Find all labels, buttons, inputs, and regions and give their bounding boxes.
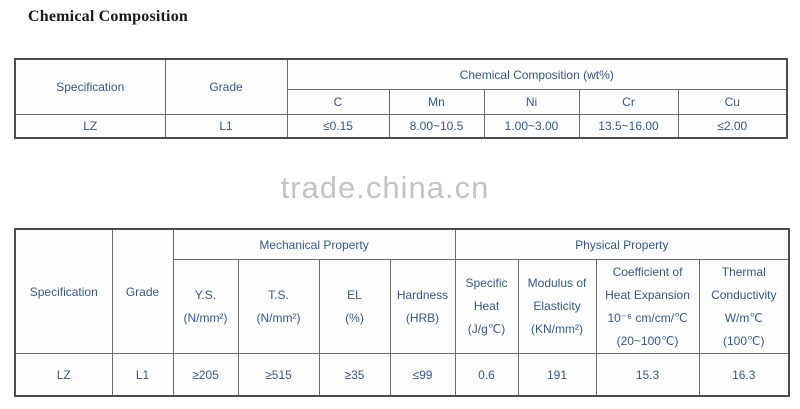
t1-col-header-c: C <box>286 89 390 115</box>
t1-data-row: LZ L1 ≤0.15 8.00~10.5 1.00~3.00 13.5~16.… <box>14 114 788 139</box>
t1-value-cr: 13.5~16.00 <box>578 114 679 139</box>
t1-value-cu: ≤2.00 <box>677 114 788 139</box>
t2-value-thermal-conductivity: 16.3 <box>698 353 790 397</box>
page-title: Chemical Composition <box>28 8 188 25</box>
t2-value-ys: ≥205 <box>172 353 239 397</box>
t2-col-header-el-line: EL <box>347 287 362 302</box>
t2-spec-value: LZ <box>14 353 113 397</box>
t2-physical-group-header: Physical Property <box>454 228 790 260</box>
t2-col-header-heat-expansion-line2: Heat Expansion <box>605 287 690 302</box>
t2-col-header-ts-unit: (N/mm²) <box>256 310 301 325</box>
t1-grade-value: L1 <box>164 114 288 139</box>
t2-col-header-el-unit: (%) <box>345 310 364 325</box>
t2-col-header-thermal-conductivity-unit: (100℃) <box>723 333 765 348</box>
t2-grade-header: Grade <box>111 228 174 354</box>
t1-value-mn: 8.00~10.5 <box>388 114 485 139</box>
t2-specification-header: Specification <box>14 228 113 354</box>
t2-col-header-thermal-conductivity-line2: Conductivity <box>711 287 777 302</box>
watermark: trade.china.cn <box>280 170 490 205</box>
t1-specification-header: Specification <box>14 58 166 115</box>
t2-col-header-el: EL (%) <box>318 259 391 354</box>
t1-col-header-mn: Mn <box>388 89 485 115</box>
t2-col-header-thermal-conductivity-line1: Thermal <box>721 264 766 279</box>
t2-col-header-heat-expansion-line1: Coefficient of <box>612 264 683 279</box>
t2-col-header-thermal-conductivity-line3: W/m℃ <box>724 310 763 325</box>
t1-col-header-ni: Ni <box>483 89 580 115</box>
t2-col-header-modulus-unit: (KN/mm²) <box>531 322 583 336</box>
t2-col-header-ys: Y.S. (N/mm²) <box>172 259 239 354</box>
t2-col-header-hardness-line: Hardness <box>396 287 449 302</box>
t2-col-header-hardness: Hardness (HRB) <box>389 259 456 354</box>
t2-value-hardness: ≤99 <box>389 353 456 397</box>
t2-col-header-modulus: Modulus of Elasticity (KN/mm²) <box>517 259 597 354</box>
t2-col-header-heat-expansion-line3: 10⁻⁶ cm/cm/℃ <box>607 310 688 325</box>
t2-col-header-heat-expansion: Coefficient of Heat Expansion 10⁻⁶ cm/cm… <box>595 259 700 354</box>
t2-col-header-ys-line: Y.S. <box>194 287 217 302</box>
properties-table: Specification Grade Mechanical Property … <box>14 228 791 397</box>
t1-col-header-cr: Cr <box>578 89 679 115</box>
t2-col-header-ys-unit: (N/mm²) <box>183 310 228 325</box>
t2-data-row: LZ L1 ≥205 ≥515 ≥35 ≤99 0.6 191 15.3 16.… <box>14 353 790 397</box>
t2-col-header-specific-heat: Specific Heat (J/g℃) <box>454 259 519 354</box>
t1-value-c: ≤0.15 <box>286 114 390 139</box>
t2-grade-value: L1 <box>111 353 174 397</box>
t2-col-header-hardness-unit: (HRB) <box>405 310 440 325</box>
t2-value-el: ≥35 <box>318 353 391 397</box>
t2-value-heat-expansion: 15.3 <box>595 353 700 397</box>
t2-mechanical-group-header: Mechanical Property <box>172 228 456 260</box>
t2-col-header-ts: T.S. (N/mm²) <box>237 259 320 354</box>
t2-col-header-specific-heat-unit: (J/g℃) <box>467 322 506 336</box>
t2-col-header-modulus-line1: Modulus of <box>527 276 587 290</box>
t2-value-specific-heat: 0.6 <box>454 353 519 397</box>
t2-col-header-specific-heat-line2: Heat <box>473 299 500 313</box>
t2-value-ts: ≥515 <box>237 353 320 397</box>
chemical-composition-table: Specification Grade Chemical Composition… <box>14 58 788 139</box>
t2-col-header-thermal-conductivity: Thermal Conductivity W/m℃ (100℃) <box>698 259 790 354</box>
t2-value-modulus: 191 <box>517 353 597 397</box>
t2-col-header-specific-heat-line1: Specific <box>465 276 508 290</box>
t1-spec-value: LZ <box>14 114 166 139</box>
t2-col-header-ts-line: T.S. <box>268 287 289 302</box>
t1-value-ni: 1.00~3.00 <box>483 114 580 139</box>
t1-col-header-cu: Cu <box>677 89 788 115</box>
t1-grade-header: Grade <box>164 58 288 115</box>
t1-group-header: Chemical Composition (wt%) <box>286 58 788 90</box>
t2-col-header-heat-expansion-unit: (20~100℃) <box>616 333 679 348</box>
t2-col-header-modulus-line2: Elasticity <box>533 299 581 313</box>
